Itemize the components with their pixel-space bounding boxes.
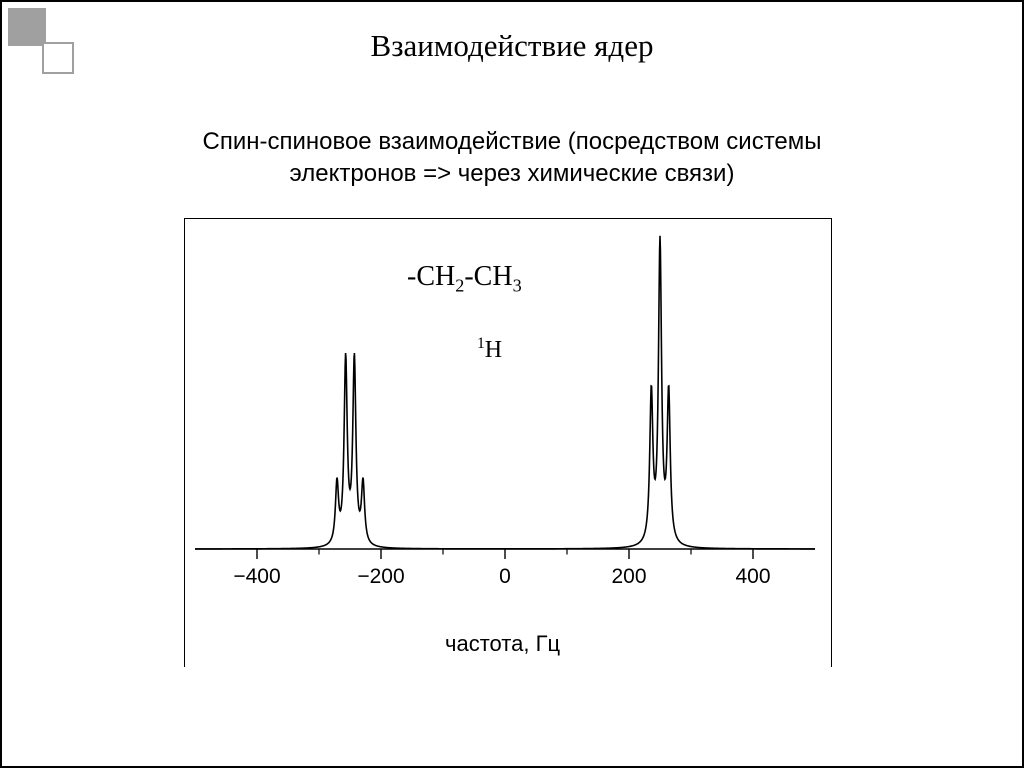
nmr-spectrum-chart: -CH2-CH3 1H −400 −200 0 200 400 частота, Гц [184, 218, 832, 667]
x-axis-title: частота, Гц [445, 631, 560, 657]
slide-subtitle: Спин-спиновое взаимодействие (посредство… [2, 126, 1022, 191]
x-tick-label: −200 [357, 565, 404, 589]
x-tick-label: 200 [611, 565, 646, 589]
x-tick-label: 400 [735, 565, 770, 589]
slide-title: Взаимодействие ядер [2, 28, 1022, 64]
subtitle-line-2: электронов => через химические связи) [290, 160, 735, 187]
nucleus-label: 1H [477, 335, 502, 364]
slide: Взаимодействие ядер Спин-спиновое взаимо… [0, 0, 1024, 768]
x-tick-label: −400 [233, 565, 280, 589]
chemical-formula-label: -CH2-CH3 [407, 261, 522, 297]
subtitle-line-1: Спин-спиновое взаимодействие (посредство… [202, 128, 821, 155]
x-tick-label: 0 [499, 565, 511, 589]
